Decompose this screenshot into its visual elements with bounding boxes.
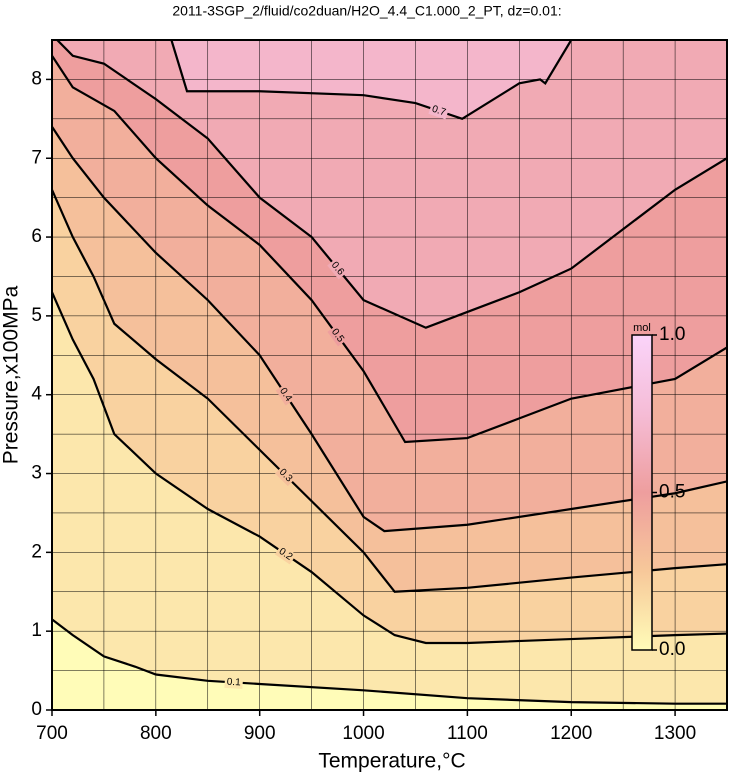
x-tick-label: 1200 [550, 723, 592, 744]
contour-label: 0.1 [226, 677, 241, 689]
chart-title: 2011-3SGP_2/fluid/co2duan/H2O_4.4_C1.000… [172, 3, 561, 19]
contour-line [52, 291, 727, 645]
contour-label-bg [224, 675, 244, 689]
colorbar-tick-label: 0.0 [659, 639, 685, 660]
y-axis-label: Pressure,x100MPa [0, 285, 23, 464]
plot-frame [51, 39, 728, 711]
colorbar-label: mol [633, 322, 651, 334]
contour-fill [57, 40, 727, 328]
y-tick-label: 8 [31, 68, 42, 89]
colorbar-gradient [631, 334, 653, 651]
y-tick-label: 5 [31, 305, 42, 326]
x-tick-label: 1100 [447, 723, 488, 744]
contour-label-group: 0.1 [224, 675, 244, 689]
x-axis-label: Temperature,°C [318, 750, 465, 773]
x-tick-label: 800 [140, 723, 172, 744]
x-tick-label: 900 [244, 723, 276, 744]
y-tick-label: 6 [31, 226, 42, 247]
contour-label-bg [274, 544, 297, 565]
x-tick-label: 1300 [654, 723, 696, 744]
contour-label-bg [327, 324, 348, 347]
contour-line [52, 126, 727, 533]
x-tick-label: 700 [36, 723, 68, 744]
grid [51, 40, 727, 711]
contour-label-bg [275, 464, 297, 487]
contour-label: 0.7 [430, 104, 447, 119]
y-tick-label: 7 [31, 147, 42, 168]
contour-label-group: 0.7 [428, 102, 450, 120]
x-tick-label: 1000 [342, 723, 384, 744]
contour-fills [52, 40, 727, 710]
contour-label-bg [428, 102, 450, 120]
colorbar-tick-label: 0.5 [659, 482, 685, 503]
contour-label-bg [275, 383, 296, 406]
y-tick-label: 0 [31, 699, 42, 720]
contour-label-bg [327, 257, 348, 280]
colorbar-tick-label: 1.0 [659, 324, 685, 345]
y-tick-label: 4 [31, 384, 42, 405]
y-tick-label: 3 [31, 463, 42, 484]
y-tick-label: 1 [31, 620, 42, 641]
colorbar: mol 0.0 0.5 1.0 [631, 322, 685, 660]
y-tick-label: 2 [31, 541, 42, 562]
